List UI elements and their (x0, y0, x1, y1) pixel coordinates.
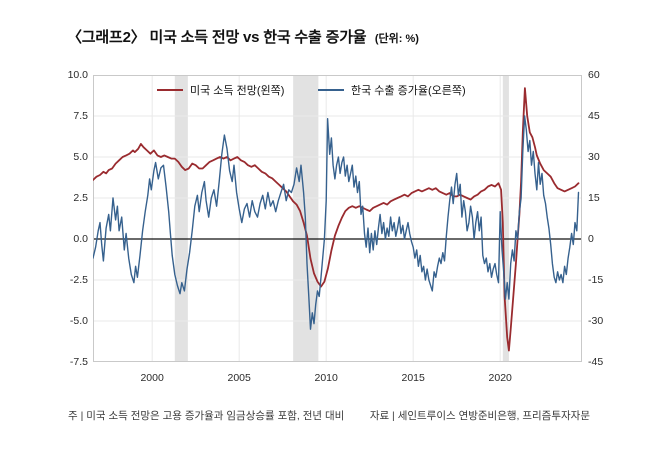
left-axis-tick: -2.5 (69, 274, 88, 286)
chart-unit-label: (단위: %) (374, 33, 419, 45)
left-axis-tick: 5.0 (73, 151, 88, 163)
x-axis-tick: 2015 (401, 372, 425, 384)
x-axis-tick: 2005 (227, 372, 251, 384)
right-axis-tick: 60 (588, 69, 600, 81)
right-axis-tick: 0 (588, 233, 594, 245)
right-axis-tick: 45 (588, 110, 600, 122)
source-note: 자료 | 세인트루이스 연방준비은행, 프리즘투자자문 (369, 410, 590, 422)
right-axis-tick: 30 (588, 151, 600, 163)
right-axis-tick: -45 (588, 356, 604, 368)
plot-area: 미국 소득 전망(왼쪽) 한국 수출 증가율(오른쪽) (92, 75, 582, 362)
right-axis-tick: 15 (588, 192, 600, 204)
dual-axis-line-chart (92, 75, 582, 362)
chart-title: 〈그래프2〉 미국 소득 전망 vs 한국 수출 증가율 (67, 29, 367, 46)
left-axis-tick: -7.5 (69, 356, 88, 368)
x-axis-tick: 2020 (488, 372, 512, 384)
right-axis-tick: -15 (588, 274, 604, 286)
left-axis-tick: 7.5 (73, 110, 88, 122)
left-axis-tick: 10.0 (67, 69, 88, 81)
left-axis-tick: -5.0 (69, 315, 88, 327)
left-axis-tick: 0.0 (73, 233, 88, 245)
page-title: 〈그래프2〉 미국 소득 전망 vs 한국 수출 증가율 (단위: %) (67, 26, 419, 47)
right-axis-tick: -30 (588, 315, 604, 327)
x-axis-tick: 2010 (314, 372, 338, 384)
footnote: 주 | 미국 소득 전망은 고용 증가율과 임금상승률 포함, 전년 대비 (68, 410, 345, 422)
x-axis-tick: 2000 (140, 372, 164, 384)
left-axis-tick: 2.5 (73, 192, 88, 204)
